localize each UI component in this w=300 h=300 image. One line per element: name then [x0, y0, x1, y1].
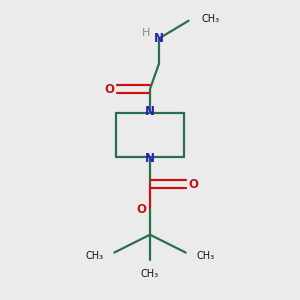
Text: H: H [142, 28, 151, 38]
Text: CH₃: CH₃ [86, 250, 104, 260]
Text: CH₃: CH₃ [196, 250, 214, 260]
Text: O: O [188, 178, 198, 191]
Text: CH₃: CH₃ [141, 269, 159, 280]
Text: N: N [145, 105, 155, 118]
Text: CH₃: CH₃ [201, 14, 219, 24]
Text: O: O [137, 203, 147, 216]
Text: N: N [154, 32, 164, 45]
Text: N: N [145, 152, 155, 165]
Text: O: O [105, 82, 115, 96]
